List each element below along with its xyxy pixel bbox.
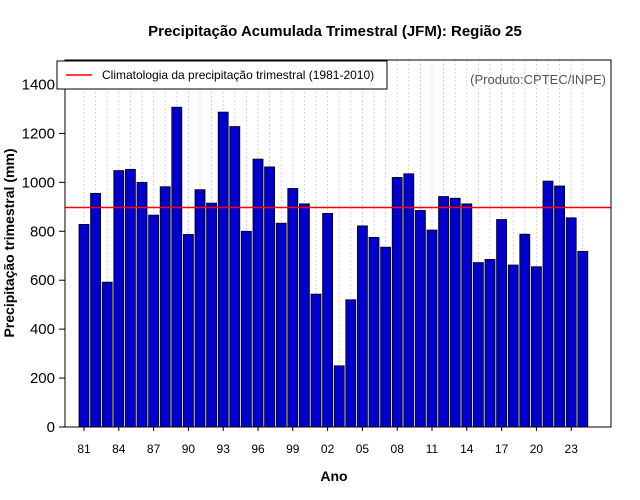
bar: 2011: 805 mm bbox=[426, 229, 438, 428]
bar: 2009: 1035 mm bbox=[403, 173, 415, 428]
x-tick-label: 17 bbox=[495, 442, 509, 456]
bar: 2010: 885 mm bbox=[414, 210, 426, 428]
bar: 1987: 866 mm bbox=[148, 214, 160, 428]
x-tick-label: 84 bbox=[112, 442, 126, 456]
y-tick-label: 1200 bbox=[22, 125, 55, 142]
x-tick-label: 11 bbox=[426, 442, 439, 456]
y-tick-label: 200 bbox=[30, 370, 55, 387]
bar: 2019: 788 mm bbox=[519, 233, 531, 428]
bar: 2005: 822 mm bbox=[356, 225, 368, 428]
bar: 1990: 787 mm bbox=[182, 234, 194, 428]
x-tick-label: 96 bbox=[251, 442, 265, 456]
y-tick-label: 0 bbox=[47, 419, 55, 436]
x-axis-title: Ano bbox=[320, 468, 347, 484]
bar: 2006: 775 mm bbox=[368, 236, 380, 428]
bar: 1994: 1228 mm bbox=[229, 126, 241, 428]
y-tick-label: 800 bbox=[30, 223, 55, 240]
y-tick-label: 600 bbox=[30, 272, 55, 289]
bar: 2003: 250 mm bbox=[333, 365, 345, 428]
bar: 2015: 672 mm bbox=[472, 262, 484, 428]
bar: 1993: 1287 mm bbox=[217, 111, 229, 428]
y-axis-title: Precipitação trimestral (mm) bbox=[1, 148, 17, 337]
bar: 1996: 1095 mm bbox=[252, 158, 264, 428]
bar: 1992: 915 mm bbox=[206, 202, 218, 428]
y-tick-label: 400 bbox=[30, 321, 55, 338]
x-tick-label: 23 bbox=[565, 442, 579, 456]
bar: 2020: 655 mm bbox=[531, 266, 542, 428]
bar: 2008: 1020 mm bbox=[391, 177, 403, 428]
bar: 1997: 1063 mm bbox=[264, 166, 276, 428]
bars: 1981: 828 mm1982: 955 mm1983: 592 mm1984… bbox=[78, 106, 589, 428]
bar: 1988: 982 mm bbox=[159, 186, 171, 428]
bar: 2016: 685 mm bbox=[484, 259, 496, 428]
bar: 2007: 735 mm bbox=[380, 246, 392, 428]
legend-label: Climatologia da precipitação trimestral … bbox=[102, 68, 374, 82]
bar: 2013: 935 mm bbox=[449, 197, 461, 428]
x-tick-label: 93 bbox=[217, 442, 231, 456]
x-tick-label: 81 bbox=[77, 442, 91, 456]
bar: 1999: 975 mm bbox=[287, 188, 299, 428]
bar: 2000: 912 mm bbox=[298, 203, 310, 428]
x-tick-label: 87 bbox=[147, 442, 161, 456]
bar: 1998: 833 mm bbox=[275, 222, 287, 428]
x-axis: 81 84 87 90 93 96 99 02 05 08 11 14 17 20 23 bbox=[77, 427, 578, 456]
bar: 1984: 1048 mm bbox=[113, 170, 125, 428]
plot-frame bbox=[64, 59, 612, 428]
bar: 2022: 985 mm bbox=[554, 185, 565, 428]
credit-text: (Produto:CPTEC/INPE) bbox=[470, 72, 606, 87]
bar: 2012: 942 mm bbox=[438, 196, 450, 428]
bar: 2017: 848 mm bbox=[496, 219, 508, 428]
bar: 1986: 1000 mm bbox=[136, 181, 148, 428]
x-tick-label: 14 bbox=[460, 442, 474, 456]
bar: 1981: 828 mm bbox=[78, 224, 90, 428]
bar: 1983: 592 mm bbox=[101, 281, 113, 428]
y-tick-label: 1000 bbox=[22, 174, 55, 191]
bar: 2014: 912 mm bbox=[461, 203, 473, 428]
bar: 2024: 718 mm bbox=[577, 250, 589, 428]
x-tick-label: 02 bbox=[321, 442, 335, 456]
y-tick-label: 1400 bbox=[22, 76, 55, 93]
bar: 1995: 800 mm bbox=[240, 230, 252, 428]
x-tick-label: 90 bbox=[182, 442, 196, 456]
bar: 2021: 1005 mm bbox=[542, 180, 554, 428]
bar: 2018: 662 mm bbox=[507, 264, 519, 428]
legend-box bbox=[56, 60, 388, 90]
bar: 1982: 955 mm bbox=[90, 192, 101, 428]
legend: Climatologia da precipitação trimestral … bbox=[56, 60, 388, 90]
x-tick-label: 20 bbox=[530, 442, 544, 456]
x-tick-label: 08 bbox=[391, 442, 405, 456]
x-tick-label: 99 bbox=[286, 442, 300, 456]
y-axis: 0 200 400 600 800 1000 1200 1400 bbox=[22, 76, 65, 436]
bar: 1989: 1307 mm bbox=[171, 106, 183, 428]
x-tick-label: 05 bbox=[356, 442, 370, 456]
bar: 2002: 873 mm bbox=[322, 213, 334, 428]
bar: 1991: 970 mm bbox=[194, 189, 206, 428]
chart-title: Precipitação Acumulada Trimestral (JFM):… bbox=[148, 23, 522, 40]
